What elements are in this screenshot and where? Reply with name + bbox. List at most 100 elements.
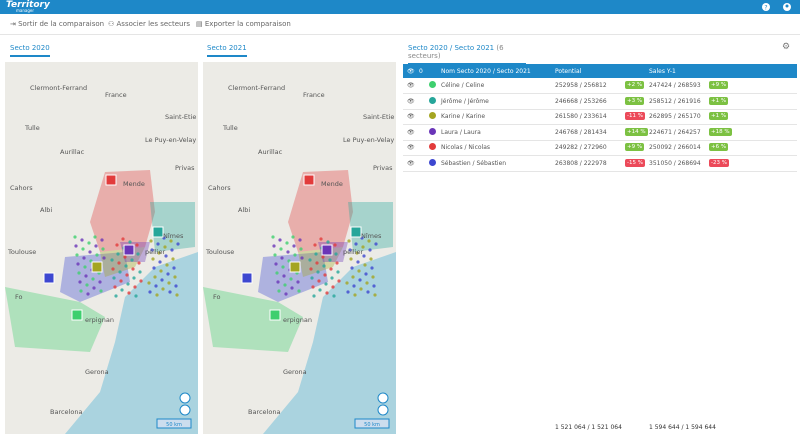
customer-dot — [369, 257, 372, 260]
customer-dot — [333, 243, 336, 246]
tab[interactable]: Secto 2020 — [10, 44, 50, 57]
sector-marker — [92, 262, 102, 272]
header-cell[interactable]: Sales Y-1 — [649, 68, 676, 75]
badge: -15 % — [625, 159, 645, 167]
customer-dot — [346, 290, 349, 293]
customer-dot — [332, 294, 335, 297]
customer-dot — [289, 277, 292, 280]
eye-icon[interactable]: 👁 — [407, 68, 415, 75]
scale-label: 50 km — [364, 422, 380, 428]
customer-dot — [116, 252, 119, 255]
badge: +9 % — [709, 81, 728, 89]
map-label: Cahors — [10, 184, 33, 192]
table-row: 👁Céline / Celine252958 / 256812+2 %24742… — [403, 78, 797, 94]
customer-dot — [176, 242, 179, 245]
customer-dot — [74, 244, 77, 247]
customer-dot — [312, 294, 315, 297]
customer-dot — [100, 238, 103, 241]
customer-dot — [171, 257, 174, 260]
customer-dot — [149, 239, 152, 242]
map-label: Gerona — [85, 368, 109, 376]
customer-dot — [85, 283, 88, 286]
eye-icon: 👁 — [407, 113, 415, 120]
customer-dot — [148, 290, 151, 293]
toolbar-button[interactable]: ▤ Exporter la comparaison — [196, 20, 291, 28]
customer-dot — [123, 255, 126, 258]
tab[interactable]: Secto 2020 / Secto 2021 (6 secteurs) — [408, 44, 526, 65]
customer-dot — [132, 276, 135, 279]
customer-dot — [351, 275, 354, 278]
header-cell[interactable]: Nom Secto 2020 / Secto 2021 — [441, 68, 531, 75]
customer-dot — [282, 274, 285, 277]
map-label: Nîmes — [163, 232, 184, 240]
color-dot — [429, 112, 436, 119]
customer-dot — [118, 270, 121, 273]
customer-dot — [158, 260, 161, 263]
customer-dot — [337, 279, 340, 282]
customer-dot — [275, 271, 278, 274]
map-label: Privas — [175, 164, 195, 172]
customer-dot — [277, 289, 280, 292]
toolbar-button[interactable]: ⚇ Associer les secteurs — [108, 20, 190, 28]
customer-dot — [321, 255, 324, 258]
badge: +1 % — [709, 112, 728, 120]
customer-dot — [99, 289, 102, 292]
map: Clermont-FerrandFranceTulleSaint-EtieLe … — [203, 62, 396, 434]
row-name: Jérôme / Jérôme — [441, 98, 489, 105]
potential: 249282 / 272960 — [555, 144, 607, 151]
tab[interactable]: Secto 2021 — [207, 44, 247, 57]
color-dot — [429, 159, 436, 166]
map-label: Mende — [321, 180, 343, 188]
badge: +1 % — [709, 97, 728, 105]
customer-dot — [331, 285, 334, 288]
header-cell[interactable]: Potential — [555, 68, 581, 75]
customer-dot — [95, 253, 98, 256]
customer-dot — [138, 270, 141, 273]
toolbar-button[interactable]: ⇥ Sortir de la comparaison — [10, 20, 104, 28]
zoom-out — [378, 405, 388, 415]
header-count: 0 — [419, 68, 423, 75]
row-name: Sébastien / Sébastien — [441, 160, 506, 167]
top-bar: Territory manager ? — [0, 0, 800, 14]
map-label: erpignan — [85, 316, 114, 324]
customer-dot — [291, 235, 294, 238]
settings-icon[interactable]: ⚙ — [782, 42, 790, 52]
customer-dot — [174, 284, 177, 287]
potential: 263808 / 222978 — [555, 160, 607, 167]
top-icons[interactable]: ? — [760, 2, 796, 12]
customer-dot — [353, 293, 356, 296]
customer-dot — [358, 278, 361, 281]
map-label: Saint-Etie — [165, 113, 196, 121]
map-label: erpignan — [283, 316, 312, 324]
map-label: Aurillac — [60, 148, 85, 156]
table-row: 👁Karine / Karine261580 / 233614-11 %2628… — [403, 109, 797, 125]
customer-dot — [296, 280, 299, 283]
color-dot — [429, 143, 436, 150]
customer-dot — [356, 260, 359, 263]
customer-dot — [136, 252, 139, 255]
customer-dot — [329, 267, 332, 270]
customer-dot — [173, 275, 176, 278]
map-label: Aurillac — [258, 148, 283, 156]
map-label: pellier — [145, 248, 166, 256]
customer-dot — [368, 248, 371, 251]
badge: -11 % — [625, 112, 645, 120]
customer-dot — [79, 289, 82, 292]
map-label: Le Puy-en-Velay — [145, 136, 196, 144]
customer-dot — [281, 265, 284, 268]
divider — [0, 34, 800, 35]
customer-dot — [128, 240, 131, 243]
customer-dot — [124, 264, 127, 267]
customer-dot — [309, 267, 312, 270]
customer-dot — [168, 290, 171, 293]
customer-dot — [127, 291, 130, 294]
color-dot — [429, 97, 436, 104]
customer-dot — [135, 243, 138, 246]
badge: +9 % — [625, 143, 644, 151]
customer-dot — [271, 235, 274, 238]
map-label: Toulouse — [205, 248, 234, 256]
customer-dot — [357, 269, 360, 272]
eye-icon: 👁 — [407, 160, 415, 167]
customer-dot — [273, 253, 276, 256]
customer-dot — [300, 256, 303, 259]
